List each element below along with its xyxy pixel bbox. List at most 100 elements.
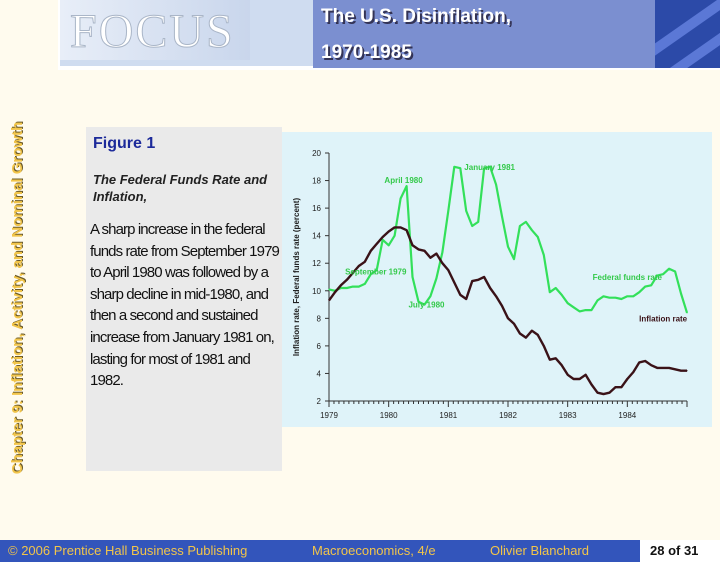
- inflation-point: [507, 317, 509, 319]
- inflation-point: [382, 236, 384, 238]
- inflation-point: [334, 291, 336, 293]
- annotation-label: April 1980: [384, 176, 423, 185]
- inflation-point: [686, 370, 688, 372]
- inflation-point: [638, 361, 640, 364]
- inflation-point: [388, 230, 390, 233]
- fed-funds-point: [561, 294, 563, 296]
- fed-funds-point: [340, 287, 342, 289]
- y-tick-label: 8: [317, 314, 322, 323]
- inflation-point: [394, 226, 396, 228]
- side-band: [0, 0, 58, 540]
- fed-funds-point: [602, 295, 605, 297]
- y-axis-label: Inflation rate, Federal funds rate (perc…: [292, 198, 301, 357]
- footer-book: Macroeconomics, 4/e: [312, 543, 436, 558]
- inflation-point: [590, 383, 593, 386]
- inflation-point: [346, 279, 348, 281]
- inflation-point: [596, 392, 599, 394]
- slide-title-line1: The U.S. Disinflation,: [321, 6, 512, 27]
- fed-funds-point: [531, 229, 533, 231]
- fed-funds-point: [555, 287, 557, 289]
- y-tick-label: 14: [312, 232, 321, 241]
- inflation-point: [489, 287, 491, 289]
- inflation-point: [465, 298, 467, 300]
- inflation-point: [364, 261, 366, 263]
- fed-funds-point: [567, 302, 569, 304]
- inflation-point: [668, 367, 670, 369]
- fed-funds-point: [590, 309, 593, 311]
- fed-funds-point: [519, 225, 521, 227]
- fed-funds-point: [388, 244, 390, 246]
- slide-title-line2: 1970-1985: [321, 42, 412, 63]
- fed-funds-point: [656, 275, 658, 277]
- inflation-point: [411, 244, 414, 246]
- annotation-label: September 1979: [345, 267, 407, 276]
- inflation-point: [602, 393, 605, 395]
- page-number-box: [640, 540, 720, 562]
- fed-funds-point: [483, 167, 485, 169]
- fed-funds-point: [358, 286, 360, 288]
- fed-funds-point: [489, 166, 491, 168]
- inflation-point: [477, 279, 479, 281]
- fed-funds-point: [674, 270, 676, 273]
- y-tick-label: 6: [317, 342, 322, 351]
- inflation-point: [632, 371, 634, 373]
- inflation-point: [358, 265, 360, 267]
- fed-funds-point: [632, 295, 634, 297]
- chapter-title: Chapter 9: Inflation, Activity, and Nomi…: [9, 121, 26, 475]
- fed-funds-point: [644, 286, 646, 288]
- x-tick-label: 1984: [618, 411, 636, 420]
- fed-funds-point: [537, 236, 539, 238]
- inflation-point: [513, 323, 515, 325]
- fed-funds-point: [447, 210, 449, 212]
- inflation-point: [584, 374, 587, 376]
- chart-panel: 2 4 6 8 10 12 14 16 18 20 1979 1980 1981 1982 1983 1984…: [282, 132, 712, 427]
- inflation-point: [441, 262, 443, 264]
- fed-funds-point: [579, 310, 581, 313]
- fed-funds-point: [364, 283, 366, 285]
- fed-funds-point: [453, 166, 455, 168]
- fed-funds-point: [596, 299, 599, 302]
- inflation-point: [662, 367, 664, 369]
- fed-funds-point: [620, 298, 622, 300]
- y-tick-label: 2: [317, 397, 322, 406]
- inflation-point: [537, 334, 539, 336]
- inflation-point: [543, 345, 545, 347]
- inflation-point: [519, 332, 521, 335]
- y-tick-label: 12: [312, 259, 321, 268]
- fed-funds-point: [394, 235, 396, 237]
- fed-funds-point: [423, 303, 426, 306]
- figure-subtitle: The Federal Funds Rate and Inflation,: [93, 172, 268, 204]
- fed-funds-point: [513, 258, 515, 260]
- fed-funds-point: [471, 225, 473, 227]
- y-tick-label: 18: [312, 177, 321, 186]
- figure-label: Figure 1: [93, 135, 156, 152]
- inflation-series-line: [328, 226, 687, 396]
- footer-bar: © 2006 Prentice Hall Business Publishing…: [0, 540, 720, 562]
- inflation-point: [650, 364, 652, 366]
- fed-funds-point: [549, 291, 551, 293]
- inflation-point: [567, 374, 569, 376]
- fed-funds-point: [543, 254, 545, 256]
- fed-funds-point: [662, 273, 664, 275]
- inflation-point: [561, 364, 563, 366]
- inflation-point: [340, 284, 342, 286]
- figure-caption-panel: Figure 1 The Federal Funds Rate and Infl…: [86, 127, 282, 471]
- fed-funds-point: [417, 301, 420, 303]
- fed-funds-point: [507, 246, 509, 248]
- inflation-point: [549, 359, 551, 361]
- inflation-point: [405, 229, 408, 231]
- y-tick-label: 20: [312, 149, 321, 158]
- inflation-point: [555, 357, 557, 359]
- fed-funds-point: [328, 288, 330, 290]
- inflation-point: [376, 243, 378, 245]
- x-tick-label: 1981: [439, 411, 457, 420]
- fed-funds-point: [465, 210, 467, 212]
- fed-funds-point: [459, 167, 461, 169]
- y-tick-label: 16: [312, 204, 321, 213]
- inflation-point: [370, 250, 372, 252]
- inflation-point: [626, 378, 628, 380]
- inflation-point: [573, 378, 575, 380]
- fed-funds-point: [680, 292, 682, 295]
- inflation-point: [644, 360, 646, 362]
- title-block: The U.S. Disinflation, 1970-1985: [313, 0, 655, 68]
